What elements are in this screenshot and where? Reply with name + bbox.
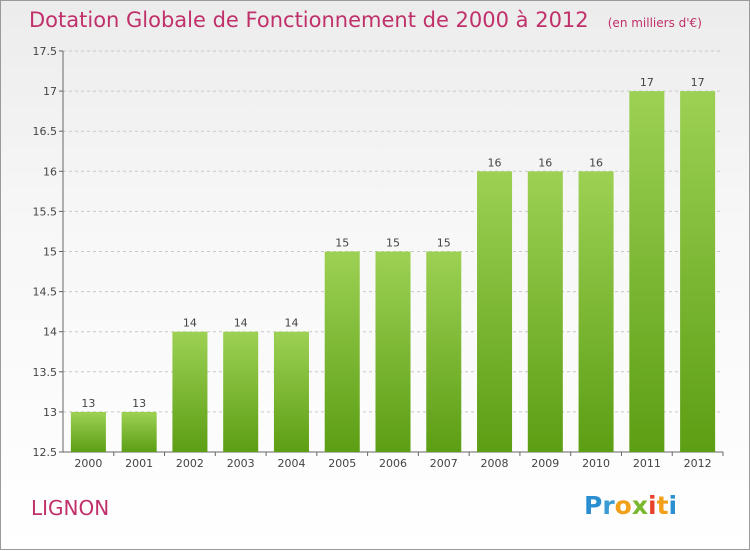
- data-label: 14: [284, 317, 298, 330]
- logo-letter: i: [648, 491, 657, 520]
- data-label: 15: [437, 237, 451, 250]
- x-tick-label: 2001: [125, 457, 153, 470]
- y-tick-label: 15: [43, 246, 57, 259]
- chart-title-row: Dotation Globale de Fonctionnement de 20…: [29, 8, 702, 32]
- proxiti-logo: Proxiti: [584, 491, 677, 520]
- bar: [477, 171, 513, 453]
- x-tick-label: 2005: [328, 457, 356, 470]
- x-tick-label: 2003: [227, 457, 255, 470]
- bar: [223, 331, 259, 452]
- bar: [375, 251, 411, 452]
- logo-letter: r: [602, 491, 615, 520]
- logo-letter: x: [631, 491, 648, 520]
- data-label: 14: [234, 317, 248, 330]
- bar: [426, 251, 462, 452]
- bar: [527, 171, 563, 453]
- y-tick-label: 13: [43, 406, 57, 419]
- x-tick-label: 2006: [379, 457, 407, 470]
- y-tick-label: 17.5: [33, 45, 58, 58]
- y-tick-label: 14: [43, 326, 57, 339]
- data-label: 15: [335, 237, 349, 250]
- y-tick-label: 12.5: [33, 446, 58, 459]
- commune-name: LIGNON: [31, 496, 110, 520]
- chart-title: Dotation Globale de Fonctionnement de 20…: [29, 8, 589, 32]
- y-tick-label: 17: [43, 85, 57, 98]
- bar: [680, 91, 716, 452]
- x-tick-label: 2012: [684, 457, 712, 470]
- chart-unit-note: (en milliers d'€): [607, 16, 702, 30]
- bar: [121, 411, 157, 452]
- x-tick-label: 2007: [430, 457, 458, 470]
- data-label: 13: [81, 397, 95, 410]
- bar: [578, 171, 614, 453]
- data-label: 15: [386, 237, 400, 250]
- y-tick-label: 16.5: [33, 125, 58, 138]
- bar: [273, 331, 309, 452]
- data-label: 16: [488, 156, 502, 169]
- logo-letter: P: [584, 491, 603, 520]
- data-label: 14: [183, 317, 197, 330]
- x-tick-label: 2011: [633, 457, 661, 470]
- y-tick-label: 16: [43, 165, 57, 178]
- data-label: 16: [538, 156, 552, 169]
- data-label: 13: [132, 397, 146, 410]
- logo-letter: i: [668, 491, 678, 520]
- x-tick-label: 2009: [531, 457, 559, 470]
- logo-letter: o: [614, 491, 632, 520]
- x-tick-label: 2002: [176, 457, 204, 470]
- data-label: 17: [691, 76, 705, 89]
- bar: [172, 331, 208, 452]
- bar: [70, 411, 106, 452]
- y-tick-label: 13.5: [33, 366, 58, 379]
- y-tick-label: 15.5: [33, 205, 58, 218]
- x-tick-label: 2000: [74, 457, 102, 470]
- labels: 12.5 13 13.5 14 14.5 15 15.5 16 16.5 17 17.5 13 2000…: [33, 45, 712, 470]
- x-tick-label: 2004: [277, 457, 305, 470]
- y-tick-label: 14.5: [33, 286, 58, 299]
- logo-letter: t: [656, 491, 669, 520]
- bar: [324, 251, 360, 452]
- data-label: 16: [589, 156, 603, 169]
- bar: [629, 91, 665, 452]
- data-label: 17: [640, 76, 654, 89]
- bars: [70, 91, 716, 453]
- x-tick-label: 2008: [481, 457, 509, 470]
- x-tick-label: 2010: [582, 457, 610, 470]
